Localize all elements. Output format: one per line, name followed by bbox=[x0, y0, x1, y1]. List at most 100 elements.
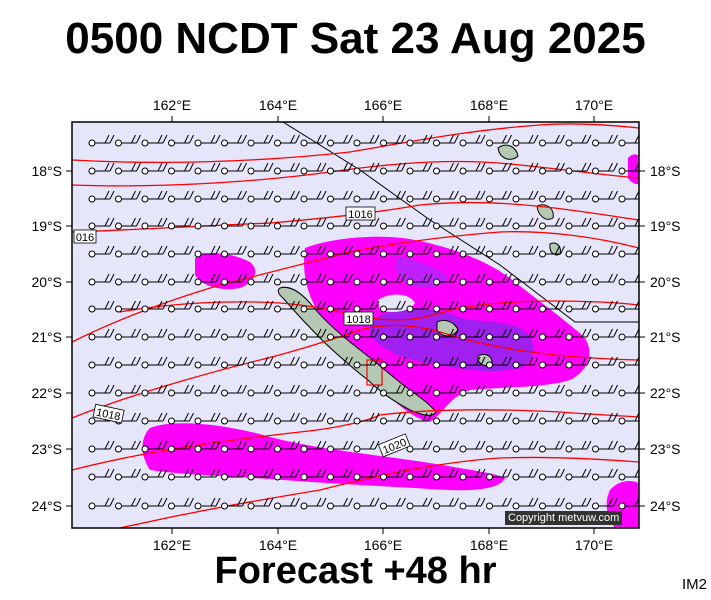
wind-barb-flag bbox=[608, 356, 613, 366]
wind-barb-flag bbox=[374, 328, 380, 338]
wind-barb-flag bbox=[189, 356, 194, 366]
wind-barb-flag bbox=[242, 328, 247, 338]
wind-barb-station bbox=[565, 250, 573, 258]
wind-barb-flag bbox=[533, 328, 539, 338]
wind-barb-station bbox=[512, 167, 520, 175]
wind-barb-flag bbox=[581, 300, 587, 310]
wind-barb-flag bbox=[401, 328, 406, 338]
wind-barb-station bbox=[221, 167, 228, 175]
wind-barb-flag bbox=[396, 217, 401, 227]
vanuatu-island-1 bbox=[497, 144, 519, 160]
wind-barb-station bbox=[486, 139, 493, 147]
wind-barb-flag bbox=[104, 440, 110, 450]
wind-barb-flag bbox=[184, 245, 189, 255]
wind-barb-flag bbox=[555, 190, 560, 200]
wind-barb-flag bbox=[157, 468, 163, 478]
wind-barb-flag bbox=[422, 217, 428, 227]
wind-barb-flag bbox=[507, 468, 512, 478]
lat-label: 19°S bbox=[650, 218, 681, 234]
wind-barb-flag bbox=[268, 190, 274, 200]
wind-barb-flag bbox=[242, 134, 247, 144]
wind-barb-station bbox=[433, 502, 440, 510]
wind-barb-flag bbox=[475, 384, 481, 394]
wind-barb-station bbox=[141, 502, 149, 510]
wind-barb-flag bbox=[533, 273, 539, 283]
wind-barb-flag bbox=[528, 440, 534, 450]
wind-barb-flag bbox=[215, 245, 221, 255]
wind-barb-flag bbox=[343, 300, 348, 310]
wind-barb-flag bbox=[454, 328, 459, 338]
wind-barb-station bbox=[115, 473, 122, 481]
wind-barb-station bbox=[221, 473, 228, 481]
wind-barb-station bbox=[115, 278, 122, 286]
wind-barb-flag bbox=[528, 300, 534, 310]
wind-barb-flag bbox=[528, 134, 534, 144]
wind-barb-station bbox=[115, 195, 122, 203]
wind-barb-flag bbox=[321, 328, 327, 338]
wind-barb-flag bbox=[480, 245, 486, 255]
wind-barb-station bbox=[141, 167, 149, 175]
wind-barb-flag bbox=[374, 300, 380, 310]
wind-barb-flag bbox=[263, 328, 269, 338]
wind-barb-flag bbox=[374, 162, 380, 172]
wind-barb-station bbox=[592, 305, 599, 313]
wind-barb-flag bbox=[321, 190, 327, 200]
wind-barb-flag bbox=[242, 356, 247, 366]
wind-barb-flag bbox=[586, 162, 592, 172]
lat-label: 20°S bbox=[650, 274, 681, 290]
wind-barb-station bbox=[274, 361, 281, 369]
wind-barb-flag bbox=[189, 134, 194, 144]
wind-barb-flag bbox=[369, 300, 375, 310]
wind-barb-flag bbox=[401, 497, 406, 507]
wind-barb-flag bbox=[162, 328, 168, 338]
wind-barb-station bbox=[274, 445, 281, 453]
wind-barb-flag bbox=[502, 300, 507, 310]
wind-barb-station bbox=[592, 333, 599, 341]
wind-barb-station bbox=[168, 333, 175, 341]
isobar-label-text: 1016 bbox=[348, 209, 372, 221]
wind-barb-flag bbox=[369, 273, 375, 283]
wind-barb-station bbox=[353, 502, 361, 510]
wind-barb-flag bbox=[109, 328, 115, 338]
wind-barb-flag bbox=[454, 356, 459, 366]
wind-barb-flag bbox=[608, 217, 613, 227]
longitude-labels-top: 162°E 164°E 166°E 168°E 170°E bbox=[153, 97, 613, 113]
wind-barb-flag bbox=[290, 497, 295, 507]
wind-barb-flag bbox=[295, 412, 300, 422]
wind-barb-flag bbox=[533, 134, 539, 144]
wind-barb-flag bbox=[454, 273, 459, 283]
wind-barb-station bbox=[486, 195, 493, 203]
wind-barb-station bbox=[327, 333, 334, 341]
wind-barb-flag bbox=[189, 328, 194, 338]
wind-barb-flag bbox=[215, 300, 221, 310]
wind-barb-flag bbox=[427, 440, 433, 450]
wind-barb-station bbox=[247, 167, 255, 175]
wind-barb-flag bbox=[401, 217, 406, 227]
wind-barb-station bbox=[300, 361, 308, 369]
wind-barb-station bbox=[327, 195, 334, 203]
wind-barb-flag bbox=[189, 497, 194, 507]
wind-barb-flag bbox=[215, 217, 221, 227]
wind-barb-flag bbox=[449, 300, 454, 310]
isobar-label-text: 1018 bbox=[346, 314, 370, 326]
lon-label: 170°E bbox=[575, 97, 613, 113]
latitude-labels-left: 18°S 19°S 20°S 21°S 22°S 23°S 24°S bbox=[31, 163, 62, 514]
lat-label: 24°S bbox=[650, 498, 681, 514]
wind-barb-flag bbox=[321, 245, 327, 255]
wind-barb-flag bbox=[480, 440, 486, 450]
wind-barb-station bbox=[141, 333, 149, 341]
wind-barb-flag bbox=[290, 412, 295, 422]
wind-barb-flag bbox=[586, 328, 592, 338]
wind-barb-flag bbox=[613, 273, 618, 283]
wind-barb-station bbox=[300, 222, 308, 230]
wind-barb-flag bbox=[237, 497, 242, 507]
wind-barb-flag bbox=[237, 162, 242, 172]
wind-barb-flag bbox=[136, 162, 141, 172]
wind-barb-flag bbox=[268, 217, 274, 227]
wind-barb-flag bbox=[454, 217, 459, 227]
wind-barb-station bbox=[194, 222, 202, 230]
wind-barb-flag bbox=[401, 190, 406, 200]
wind-barb-flag bbox=[640, 329, 644, 337]
wind-barb-flag bbox=[343, 412, 348, 422]
wind-barb-station bbox=[512, 445, 520, 453]
